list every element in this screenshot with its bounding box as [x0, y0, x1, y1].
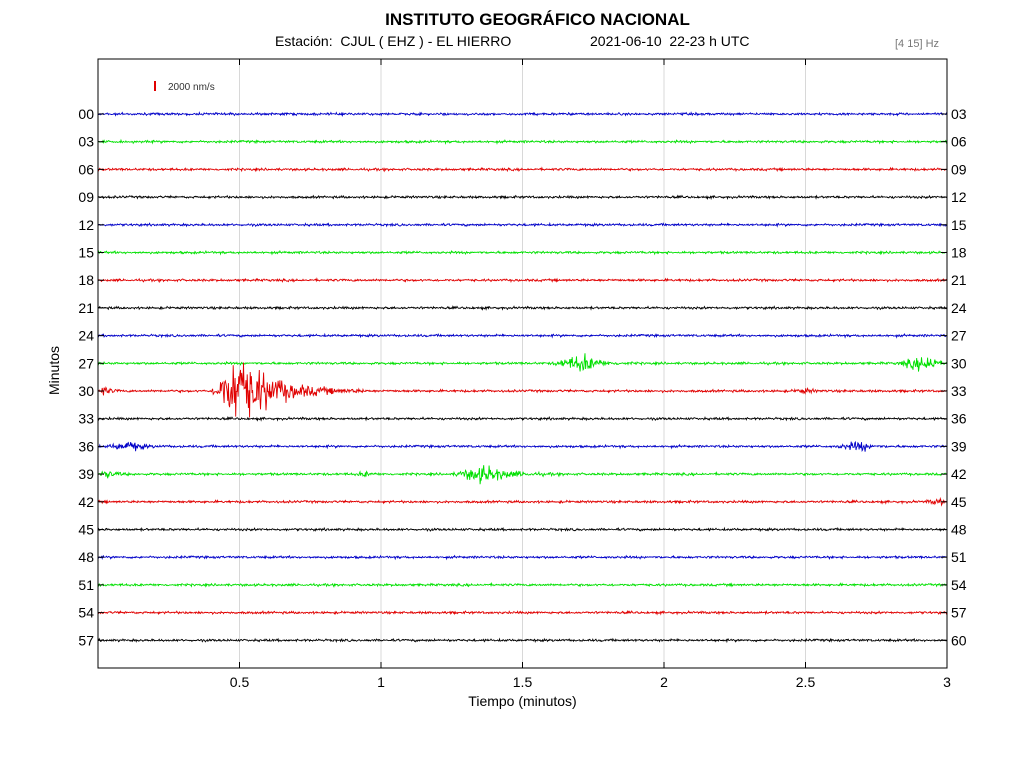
- right-minute-label: 21: [951, 272, 967, 288]
- station-label: Estación: CJUL ( EHZ ) - EL HIERRO: [275, 33, 512, 49]
- left-minute-label: 51: [78, 577, 94, 593]
- x-tick-label: 1: [377, 674, 385, 690]
- trace-03: [97, 138, 948, 145]
- right-minute-label: 15: [951, 217, 967, 233]
- right-minute-label: 33: [951, 383, 967, 399]
- right-minute-label: 39: [951, 438, 967, 454]
- left-minute-label: 48: [78, 549, 94, 565]
- trace-42: [97, 496, 948, 507]
- x-tick-label: 3: [943, 674, 951, 690]
- trace-18: [97, 277, 948, 284]
- trace-27: [97, 353, 948, 372]
- trace-12: [97, 221, 948, 228]
- x-tick-label: 1.5: [513, 674, 533, 690]
- left-minute-label: 18: [78, 272, 94, 288]
- trace-54: [97, 609, 948, 616]
- trace-48: [97, 554, 948, 561]
- right-minute-label: 36: [951, 411, 967, 427]
- x-tick-label: 2.5: [796, 674, 816, 690]
- left-minute-label: 09: [78, 189, 94, 205]
- right-minute-label: 18: [951, 245, 967, 261]
- scale-bar: 2000 nm/s: [154, 81, 215, 93]
- right-minute-label: 51: [951, 549, 967, 565]
- left-minute-label: 45: [78, 522, 94, 538]
- datetime-label: 2021-06-10 22-23 h UTC: [590, 33, 750, 49]
- trace-36: [97, 440, 948, 452]
- right-minute-label: 06: [951, 134, 967, 150]
- right-minute-label: 12: [951, 189, 967, 205]
- right-minute-label: 09: [951, 161, 967, 177]
- right-minute-label: 03: [951, 106, 967, 122]
- left-minute-label: 00: [78, 106, 94, 122]
- right-minute-label: 45: [951, 494, 967, 510]
- trace-51: [97, 581, 948, 588]
- right-minute-label: 24: [951, 300, 967, 316]
- left-minute-label: 30: [78, 383, 94, 399]
- left-minute-label: 03: [78, 134, 94, 150]
- right-minute-label: 57: [951, 605, 967, 621]
- trace-39: [97, 465, 948, 485]
- left-minute-label: 33: [78, 411, 94, 427]
- chart-title: INSTITUTO GEOGRÁFICO NACIONAL: [385, 10, 690, 29]
- left-minute-label: 57: [78, 632, 94, 648]
- left-minute-label: 06: [78, 161, 94, 177]
- left-minute-label: 12: [78, 217, 94, 233]
- left-minute-label: 39: [78, 466, 94, 482]
- right-minute-label: 27: [951, 328, 967, 344]
- right-minute-label: 54: [951, 577, 967, 593]
- trace-24: [97, 332, 948, 339]
- trace-57: [97, 637, 948, 644]
- left-minute-label: 24: [78, 328, 94, 344]
- trace-06: [97, 166, 948, 173]
- trace-33: [97, 415, 948, 422]
- x-axis-label: Tiempo (minutos): [468, 693, 577, 709]
- trace-15: [97, 249, 948, 256]
- right-minute-label: 48: [951, 522, 967, 538]
- x-tick-label: 2: [660, 674, 668, 690]
- right-minute-label: 30: [951, 355, 967, 371]
- trace-21: [97, 305, 948, 311]
- trace-30: [97, 362, 948, 418]
- left-minute-label: 21: [78, 300, 94, 316]
- left-minute-label: 27: [78, 355, 94, 371]
- right-minute-label: 60: [951, 632, 967, 648]
- left-minute-label: 54: [78, 605, 94, 621]
- right-minute-label: 42: [951, 466, 967, 482]
- filter-label: [4 15] Hz: [895, 38, 940, 50]
- seismic-traces: [97, 111, 948, 644]
- left-minute-label: 42: [78, 494, 94, 510]
- left-minute-label: 36: [78, 438, 94, 454]
- left-minute-label: 15: [78, 245, 94, 261]
- scale-bar-label: 2000 nm/s: [168, 82, 215, 93]
- x-tick-label: 0.5: [230, 674, 250, 690]
- trace-00: [97, 111, 948, 118]
- trace-09: [97, 194, 948, 201]
- trace-45: [97, 526, 948, 533]
